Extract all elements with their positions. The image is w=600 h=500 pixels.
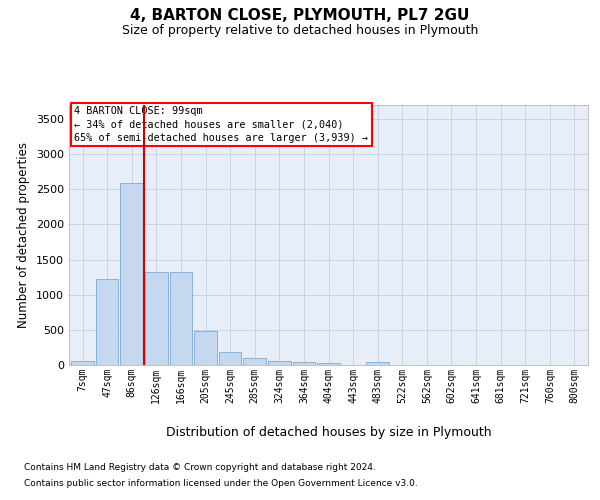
Text: Size of property relative to detached houses in Plymouth: Size of property relative to detached ho… [122,24,478,37]
Bar [145,272,167,365]
Text: Contains public sector information licensed under the Open Government Licence v3: Contains public sector information licen… [24,478,418,488]
Bar [71,361,94,365]
Text: Distribution of detached houses by size in Plymouth: Distribution of detached houses by size … [166,426,491,439]
Bar [268,362,290,365]
Y-axis label: Number of detached properties: Number of detached properties [17,142,31,328]
Bar [121,183,143,365]
Text: 4 BARTON CLOSE: 99sqm
← 34% of detached houses are smaller (2,040)
65% of semi-d: 4 BARTON CLOSE: 99sqm ← 34% of detached … [74,106,368,142]
Bar [244,358,266,365]
Bar [96,280,118,365]
Bar [219,352,241,365]
Bar [170,272,192,365]
Text: 4, BARTON CLOSE, PLYMOUTH, PL7 2GU: 4, BARTON CLOSE, PLYMOUTH, PL7 2GU [130,8,470,22]
Bar [317,363,340,365]
Bar [293,362,315,365]
Bar [367,362,389,365]
Bar [194,330,217,365]
Text: Contains HM Land Registry data © Crown copyright and database right 2024.: Contains HM Land Registry data © Crown c… [24,464,376,472]
